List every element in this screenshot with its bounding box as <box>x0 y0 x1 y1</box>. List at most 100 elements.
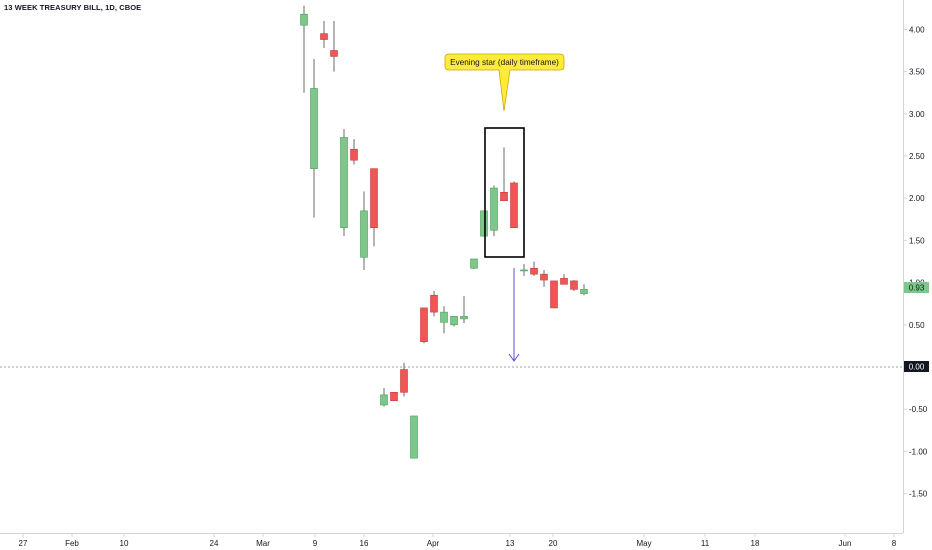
evening-star-box[interactable] <box>484 127 525 258</box>
y-tick-label: -0.50 <box>909 405 928 414</box>
candle-body <box>550 280 558 309</box>
candle-body <box>460 316 468 320</box>
candle-body <box>390 392 398 402</box>
evening-star-callout[interactable]: Evening star (daily timeframe) <box>444 53 565 112</box>
x-tick-label: 27 <box>19 539 28 548</box>
candle[interactable] <box>520 264 528 276</box>
candle[interactable] <box>400 362 408 397</box>
y-tick-label: -1.00 <box>909 447 928 456</box>
price-axis[interactable]: 4.003.503.002.502.001.501.000.500.00-0.5… <box>903 25 928 499</box>
x-tick-label: 8 <box>892 539 897 548</box>
y-tick-label: 2.00 <box>909 194 925 203</box>
candle-body <box>420 307 428 342</box>
candle-body <box>340 137 348 229</box>
y-tick-label: 3.50 <box>909 68 925 77</box>
candle[interactable] <box>340 128 348 237</box>
candle[interactable] <box>310 58 318 218</box>
candle-body <box>430 294 438 313</box>
candle-body <box>350 148 358 161</box>
candle-body <box>310 88 318 169</box>
candle[interactable] <box>320 20 328 48</box>
candle-body <box>580 289 588 294</box>
candle[interactable] <box>410 415 418 459</box>
zero-price-text: 0.00 <box>909 363 925 372</box>
zero-price-label: 0.00 <box>904 361 929 372</box>
x-tick-label: May <box>636 539 651 548</box>
candle-body <box>510 182 518 229</box>
candle-body <box>560 278 568 285</box>
candle[interactable] <box>490 185 498 237</box>
candle[interactable] <box>430 291 438 317</box>
chart-title: 13 WEEK TREASURY BILL, 1D, CBOE <box>4 3 142 12</box>
candle-body <box>500 191 508 202</box>
candle[interactable] <box>510 181 518 229</box>
candle-body <box>330 50 338 57</box>
y-tick-label: -1.50 <box>909 490 928 499</box>
candle[interactable] <box>420 307 428 344</box>
x-tick-label: 13 <box>506 539 515 548</box>
y-tick-label: 2.50 <box>909 152 925 161</box>
last-price-text: 0.93 <box>909 284 925 293</box>
candle-body <box>470 258 478 269</box>
x-tick-label: 11 <box>701 539 710 548</box>
candle-body <box>540 273 548 281</box>
candle[interactable] <box>300 5 308 93</box>
x-tick-label: 18 <box>751 539 760 548</box>
down-arrow[interactable] <box>508 268 520 362</box>
candle[interactable] <box>450 316 458 327</box>
candle[interactable] <box>360 191 368 270</box>
x-tick-label: 16 <box>360 539 369 548</box>
candle[interactable] <box>390 392 398 402</box>
y-tick-label: 1.50 <box>909 236 925 245</box>
candle-body <box>400 369 408 393</box>
candles <box>300 5 588 459</box>
candle[interactable] <box>470 258 478 270</box>
candle[interactable] <box>550 280 558 309</box>
x-tick-label: 10 <box>120 539 129 548</box>
y-tick-label: 0.50 <box>909 321 925 330</box>
last-price-label: 0.93 <box>904 282 929 293</box>
candle[interactable] <box>440 306 448 334</box>
x-tick-label: 20 <box>549 539 558 548</box>
candle-body <box>320 33 328 40</box>
zero-price-bg <box>904 361 929 372</box>
callout-shape <box>444 53 565 112</box>
candle[interactable] <box>480 210 488 237</box>
candle[interactable] <box>540 269 548 287</box>
candle-body <box>570 280 578 290</box>
candle[interactable] <box>330 20 338 72</box>
callout-text: Evening star (daily timeframe) <box>450 58 559 67</box>
candle[interactable] <box>350 139 358 165</box>
candle[interactable] <box>560 274 568 285</box>
x-tick-label: 9 <box>313 539 318 548</box>
candle[interactable] <box>530 261 538 276</box>
candle-body <box>480 210 488 237</box>
y-tick-label: 3.00 <box>909 110 925 119</box>
time-axis[interactable]: 27 Feb 10 24 Mar 9 16 Apr 13 20 May 11 18 Jun 8 <box>19 533 897 548</box>
candle-body <box>300 13 308 26</box>
candle-body <box>410 415 418 459</box>
x-tick-label: Apr <box>427 539 440 548</box>
candle-body <box>370 168 378 229</box>
candle[interactable] <box>580 284 588 296</box>
candle[interactable] <box>460 296 468 324</box>
candle-body <box>380 394 388 406</box>
candle-body <box>490 187 498 231</box>
candle-body <box>520 269 528 272</box>
y-tick-label: 4.00 <box>909 25 925 34</box>
x-tick-label: Feb <box>65 539 79 548</box>
candle[interactable] <box>570 280 578 292</box>
last-price-bg <box>904 282 929 293</box>
candle-body <box>450 316 458 326</box>
candle-body <box>440 311 448 323</box>
x-tick-label: Mar <box>256 539 270 548</box>
candle-body <box>530 267 538 275</box>
x-tick-label: Jun <box>839 539 852 548</box>
candle-body <box>360 210 368 258</box>
candle[interactable] <box>370 168 378 247</box>
candle[interactable] <box>500 147 508 202</box>
x-tick-label: 24 <box>210 539 219 548</box>
candle[interactable] <box>380 388 388 407</box>
